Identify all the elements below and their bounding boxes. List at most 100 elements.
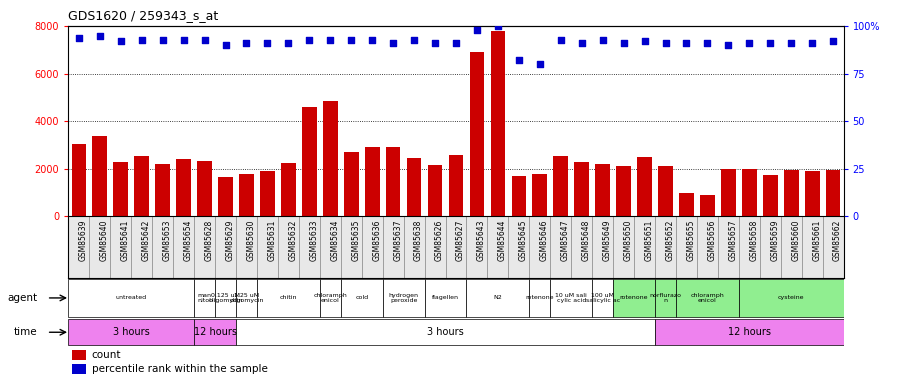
Point [406,36,421,42]
Point [197,36,211,42]
Text: GSM85640: GSM85640 [99,219,108,261]
Bar [679,193,693,216]
Bar [532,174,547,216]
Bar [176,159,190,216]
Text: GSM85644: GSM85644 [497,219,507,261]
Text: GSM85656: GSM85656 [707,219,716,261]
Text: GSM85638: GSM85638 [414,219,423,261]
Point [302,36,316,42]
Point [322,36,337,42]
Text: GSM85647: GSM85647 [560,219,569,261]
Bar [92,136,107,216]
Text: GSM85626: GSM85626 [435,219,444,261]
Bar [257,279,320,317]
Bar [528,279,549,317]
Point [260,40,274,46]
Text: GSM85660: GSM85660 [791,219,799,261]
Point [595,36,609,42]
Point [804,40,819,46]
Bar [763,175,777,216]
Point [364,36,379,42]
Text: agent: agent [7,293,37,303]
Point [427,40,442,46]
Text: 1.25 uM
oligomycin: 1.25 uM oligomycin [229,292,263,303]
Text: 10 uM sali
cylic acid: 10 uM sali cylic acid [555,292,587,303]
Text: GSM85628: GSM85628 [204,219,213,261]
Bar [738,279,843,317]
Text: chloramph
enicol: chloramph enicol [690,292,723,303]
Text: GSM85653: GSM85653 [162,219,171,261]
Point [113,39,128,45]
Text: GSM85643: GSM85643 [476,219,486,261]
Point [637,39,651,45]
Text: GSM85661: GSM85661 [812,219,820,261]
Text: man
nitol: man nitol [198,292,211,303]
Bar [700,195,714,216]
Text: rotenone: rotenone [619,296,648,300]
Bar [68,279,194,317]
Text: GSM85648: GSM85648 [581,219,590,261]
Point [239,40,253,46]
Bar [239,174,253,216]
Text: flagellen: flagellen [432,296,458,300]
Bar [236,279,257,317]
Text: GSM85652: GSM85652 [665,219,674,261]
Text: chitin: chitin [280,296,297,300]
Text: 0.125 uM
oligomycin: 0.125 uM oligomycin [208,292,242,303]
Text: GSM85646: GSM85646 [539,219,548,261]
Point [825,39,840,45]
Bar [320,279,341,317]
Bar [281,163,295,216]
Text: GSM85636: GSM85636 [372,219,381,261]
Bar [591,279,612,317]
Bar [68,319,194,345]
Text: cysteine: cysteine [777,296,804,300]
Text: 3 hours: 3 hours [426,327,464,337]
Point [511,57,526,63]
Text: GSM85658: GSM85658 [749,219,757,261]
Point [218,42,232,48]
Point [658,40,672,46]
Point [783,40,798,46]
Bar [595,164,609,216]
Bar [654,319,843,345]
Bar [72,364,87,374]
Bar [343,152,358,216]
Point [448,40,463,46]
Text: GSM85641: GSM85641 [120,219,129,261]
Point [742,40,756,46]
Bar [804,171,819,216]
Bar [654,279,675,317]
Text: GSM85642: GSM85642 [141,219,150,261]
Bar [364,147,379,216]
Bar [742,169,756,216]
Point [679,40,693,46]
Point [469,27,484,33]
Bar [72,350,87,360]
Bar [612,279,654,317]
Bar [675,279,738,317]
Point [281,40,295,46]
Text: GSM85645: GSM85645 [518,219,527,261]
Point [176,36,190,42]
Bar [406,158,421,216]
Text: GSM85630: GSM85630 [246,219,255,261]
Text: 100 uM
salicylic ac: 100 uM salicylic ac [585,292,619,303]
Text: norflurazo
n: norflurazo n [649,292,681,303]
Bar [215,279,236,317]
Bar [134,156,148,216]
Text: GSM85632: GSM85632 [288,219,297,261]
Point [553,36,568,42]
Bar [194,319,236,345]
Bar [302,107,316,216]
Text: GSM85637: GSM85637 [393,219,402,261]
Bar [511,176,526,216]
Text: N2: N2 [493,296,502,300]
Text: GSM85631: GSM85631 [267,219,276,261]
Point [721,42,735,48]
Bar [71,144,87,216]
Point [616,40,630,46]
Bar [197,160,211,216]
Text: GSM85659: GSM85659 [770,219,778,261]
Bar [553,156,568,216]
